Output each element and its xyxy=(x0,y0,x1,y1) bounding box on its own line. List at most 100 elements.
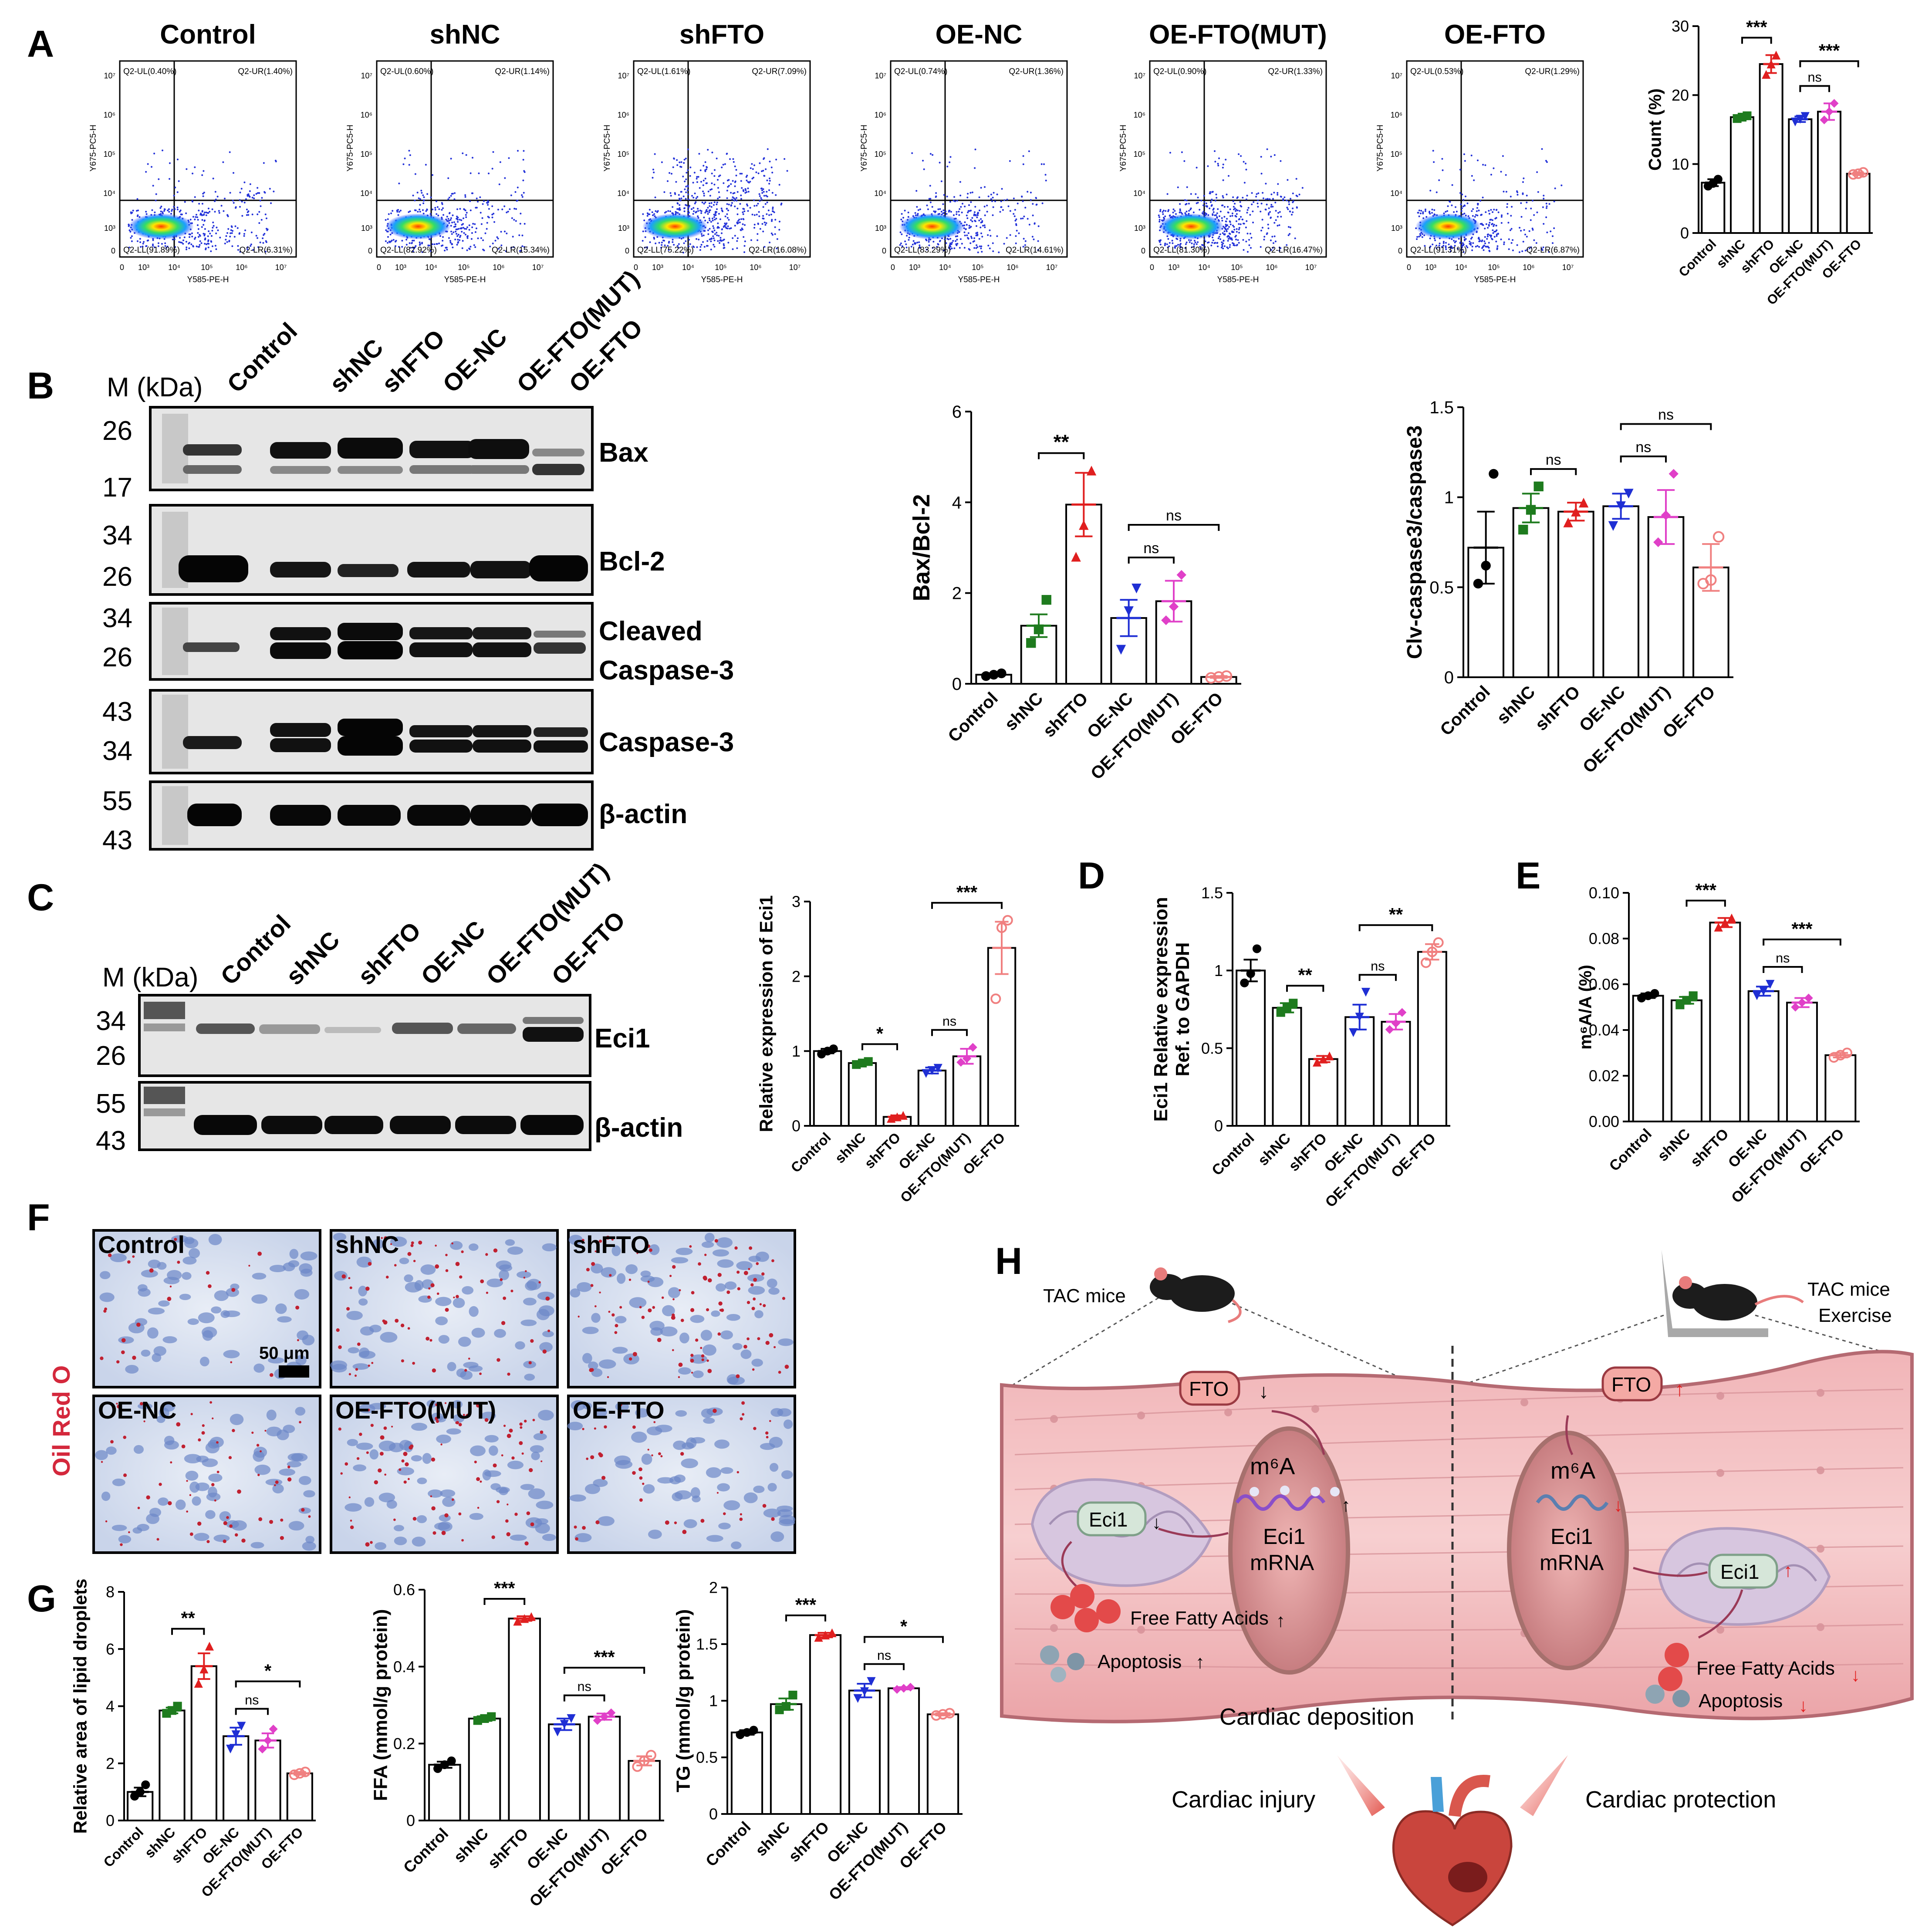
y-tick: 10³ xyxy=(1391,224,1402,233)
data-point xyxy=(1661,510,1671,520)
flow-event-dot xyxy=(1190,239,1192,241)
flow-event-dot xyxy=(756,213,758,216)
nucleus xyxy=(159,1407,169,1419)
data-point xyxy=(1433,937,1444,948)
flow-event-dot xyxy=(683,159,686,161)
flow-event-dot xyxy=(1027,218,1029,220)
flow-event-dot xyxy=(649,209,651,211)
flow-event-dot xyxy=(710,248,712,250)
significance-bracket xyxy=(1286,985,1324,992)
flow-event-dot xyxy=(1197,241,1199,243)
nucleus xyxy=(269,1265,286,1273)
flow-event-dot xyxy=(401,246,403,248)
nucleus xyxy=(701,1408,713,1418)
flow-event-dot xyxy=(1508,238,1510,240)
y-tick: 10⁷ xyxy=(1134,71,1145,80)
flow-event-dot xyxy=(1522,240,1524,243)
flow-event-dot xyxy=(184,201,186,203)
flow-event-dot xyxy=(461,230,463,233)
flow-event-dot xyxy=(178,241,180,243)
lipid-droplet xyxy=(453,1296,455,1299)
flow-event-dot xyxy=(688,239,690,241)
y-tick-label: 0.5 xyxy=(696,1749,718,1766)
nucleus xyxy=(751,1358,763,1367)
flow-event-dot xyxy=(964,234,966,236)
nucleus xyxy=(692,1370,704,1378)
lipid-droplet xyxy=(468,1358,470,1360)
treadmill-mouse-icon xyxy=(1662,1250,1804,1337)
flow-event-dot xyxy=(657,210,659,212)
flow-event-dot xyxy=(727,242,730,244)
flow-event-dot xyxy=(678,209,680,211)
flow-event-dot xyxy=(196,245,198,247)
flow-event-dot xyxy=(1222,242,1224,244)
flow-event-dot xyxy=(1292,207,1294,209)
wb-b-bax: Bax 26 17 xyxy=(102,406,649,503)
data-point xyxy=(1361,988,1371,997)
quadrant-lr: Q2-LR(6.87%) xyxy=(1527,246,1580,255)
flow-event-dot xyxy=(743,251,746,253)
data-point xyxy=(1727,913,1736,922)
flow-event-dot xyxy=(142,245,144,247)
flow-event-dot xyxy=(1248,239,1250,241)
flow-event-dot xyxy=(728,219,730,221)
flow-event-dot xyxy=(992,196,994,199)
y-tick-label: 1.5 xyxy=(1429,398,1454,417)
flow-event-dot xyxy=(1497,211,1500,213)
flow-event-dot xyxy=(1211,199,1213,201)
flow-event-dot xyxy=(1462,242,1464,244)
flow-event-dot xyxy=(514,191,517,193)
flow-event-dot xyxy=(678,194,680,196)
data-point xyxy=(632,1761,643,1772)
nucleus xyxy=(714,1439,730,1449)
flow-event-dot xyxy=(752,168,754,170)
nucleus xyxy=(629,1297,647,1308)
flow-event-dot xyxy=(713,204,715,206)
flow-event-dot xyxy=(1419,212,1422,214)
flow-event-dot xyxy=(1210,244,1213,247)
svg-text:↑: ↑ xyxy=(1196,1652,1205,1672)
flow-event-dot xyxy=(412,194,414,196)
flow-event-dot xyxy=(1247,207,1250,209)
flow-event-dot xyxy=(682,176,684,178)
flow-event-dot xyxy=(1454,241,1456,243)
flow-event-dot xyxy=(259,199,261,202)
flow-event-dot xyxy=(1493,236,1496,238)
flow-event-dot xyxy=(1166,243,1168,245)
flow-event-dot xyxy=(715,217,717,220)
lipid-droplet xyxy=(410,1444,414,1448)
flow-event-dot xyxy=(1510,215,1512,217)
data-point xyxy=(1800,112,1810,121)
flow-event-dot xyxy=(1287,208,1289,210)
flow-event-dot xyxy=(1476,210,1478,212)
significance-label: ns xyxy=(1635,439,1651,456)
lipid-droplet xyxy=(703,1276,707,1280)
flow-event-dot xyxy=(1184,212,1186,214)
lipid-droplet xyxy=(149,1268,154,1273)
lipid-droplet xyxy=(121,1338,126,1343)
flow-event-dot xyxy=(1471,236,1473,239)
flow-event-dot xyxy=(1199,246,1201,248)
nucleus xyxy=(265,1479,283,1486)
flow-event-dot xyxy=(1169,214,1171,216)
flow-event-dot xyxy=(1221,220,1223,222)
flow-event-dot xyxy=(1497,233,1499,235)
flow-event-dot xyxy=(683,162,685,164)
flow-event-dot xyxy=(1209,201,1212,203)
flow-event-dot xyxy=(646,215,649,217)
flow-event-dot xyxy=(1159,220,1161,223)
flow-event-dot xyxy=(726,217,729,219)
lipid-droplet xyxy=(156,1538,159,1541)
data-point xyxy=(1705,574,1717,586)
flow-event-dot xyxy=(488,172,490,175)
flow-event-dot xyxy=(1416,236,1419,238)
nucleus xyxy=(650,1327,663,1336)
flow-event-dot xyxy=(939,162,941,164)
flow-ylabel: Y675-PC5-H xyxy=(1119,125,1128,172)
flow-event-dot xyxy=(1473,179,1475,181)
flow-event-dot xyxy=(978,220,980,222)
flow-event-dot xyxy=(653,236,655,239)
lipid-droplet xyxy=(223,1539,226,1544)
nucleus xyxy=(535,1523,550,1534)
